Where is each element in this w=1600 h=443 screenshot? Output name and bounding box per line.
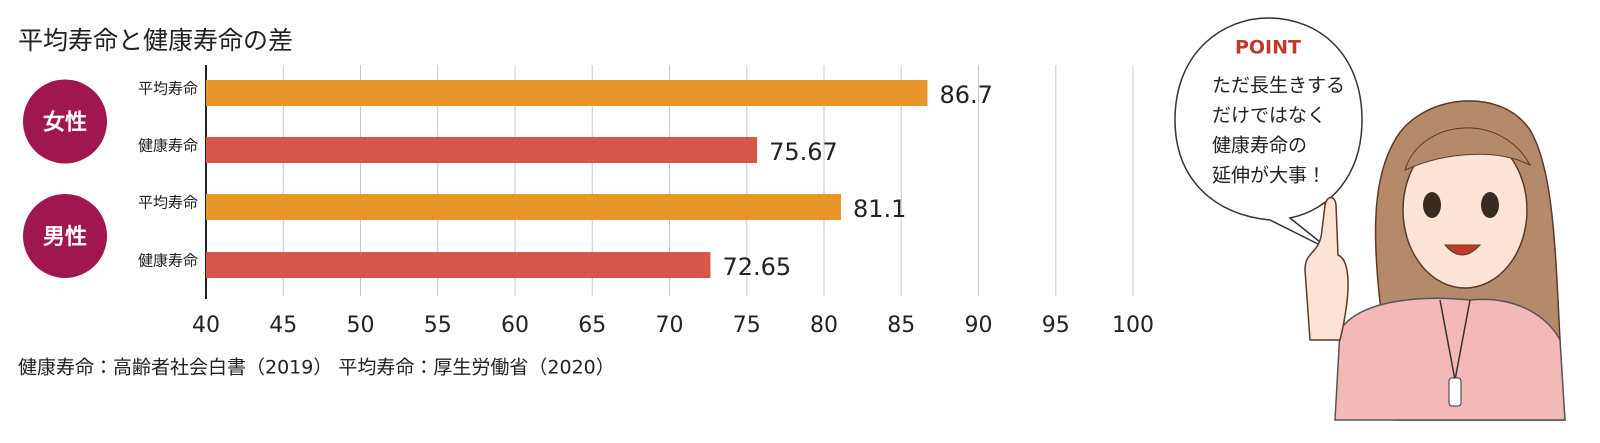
x-tick-label: 80 [810,313,838,338]
group-label: 男性 [43,225,87,250]
chart-title: 平均寿命と健康寿命の差 [18,26,293,55]
x-tick-label: 45 [269,313,297,338]
value-label: 75.67 [769,138,838,166]
point-line: 健康寿命の [1212,135,1307,157]
point-line: ただ長生きする [1212,75,1345,97]
x-tick-label: 55 [424,313,452,338]
value-label: 72.65 [722,253,791,281]
group-badge [23,194,107,278]
x-tick-label: 70 [656,313,684,338]
x-tick-label: 40 [192,313,220,338]
speech-bubble [1174,17,1363,251]
eye [1481,192,1499,218]
x-tick-label: 90 [965,313,993,338]
mouth [1443,244,1482,256]
group-label: 女性 [43,110,87,136]
eye [1423,192,1441,218]
value-label: 81.1 [853,195,906,223]
value-label: 86.7 [940,81,993,109]
category-label: 健康寿命 [138,252,198,270]
point-line: だけではなく [1212,105,1326,127]
x-tick-label: 60 [501,313,529,338]
bar [206,80,928,106]
hand [1304,196,1349,341]
bar [206,194,841,220]
x-tick-label: 75 [733,313,761,338]
group-badge [23,79,107,164]
bar [206,252,711,278]
x-tick-label: 50 [347,313,375,338]
category-label: 平均寿命 [138,80,198,98]
illustration [1174,17,1566,421]
x-tick-label: 85 [887,313,915,338]
x-tick-label: 100 [1112,313,1154,338]
x-tick-label: 95 [1042,313,1070,338]
x-tick-label: 65 [578,313,606,338]
source-note: 健康寿命：高齢者社会白書（2019） 平均寿命：厚生労働省（2020） [18,357,615,379]
pendant [1448,377,1462,407]
bangs [1404,127,1532,171]
point-title: POINT [1235,37,1301,59]
category-label: 平均寿命 [138,194,198,212]
point-line: 延伸が大事！ [1212,165,1326,187]
body [1334,297,1566,421]
category-label: 健康寿命 [138,137,198,155]
bar [206,137,758,163]
